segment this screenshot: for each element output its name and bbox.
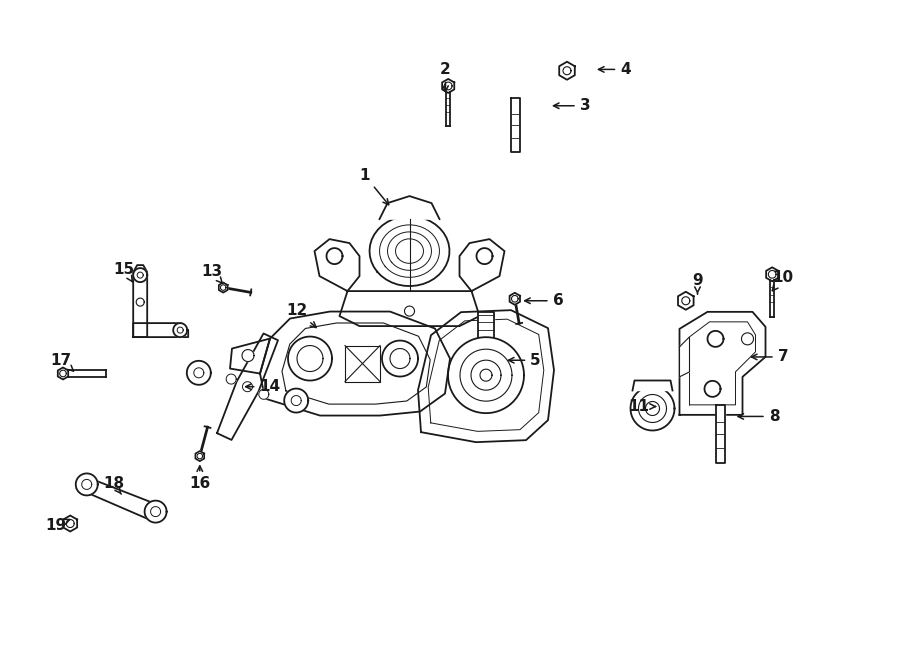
Polygon shape bbox=[133, 265, 148, 337]
Text: 12: 12 bbox=[286, 303, 316, 328]
Polygon shape bbox=[680, 337, 689, 377]
Text: 8: 8 bbox=[738, 409, 779, 424]
Text: 15: 15 bbox=[113, 262, 135, 282]
Polygon shape bbox=[442, 79, 454, 93]
Polygon shape bbox=[76, 473, 98, 495]
Polygon shape bbox=[137, 272, 143, 278]
Text: 17: 17 bbox=[50, 353, 74, 371]
Polygon shape bbox=[63, 516, 77, 531]
Polygon shape bbox=[678, 292, 694, 310]
Polygon shape bbox=[195, 451, 204, 461]
Text: 7: 7 bbox=[752, 350, 788, 364]
Polygon shape bbox=[339, 291, 480, 326]
Polygon shape bbox=[680, 312, 766, 415]
Polygon shape bbox=[705, 381, 721, 397]
Text: 2: 2 bbox=[440, 62, 451, 91]
Polygon shape bbox=[260, 311, 450, 416]
Polygon shape bbox=[219, 282, 228, 293]
Polygon shape bbox=[68, 370, 106, 377]
Polygon shape bbox=[460, 349, 512, 401]
Polygon shape bbox=[448, 337, 524, 413]
Polygon shape bbox=[445, 82, 452, 90]
Polygon shape bbox=[133, 323, 188, 337]
Polygon shape bbox=[382, 340, 418, 377]
Text: 6: 6 bbox=[525, 293, 563, 308]
Polygon shape bbox=[370, 216, 449, 286]
Polygon shape bbox=[511, 98, 520, 152]
Polygon shape bbox=[404, 306, 415, 316]
Polygon shape bbox=[418, 310, 554, 442]
Polygon shape bbox=[145, 500, 166, 523]
Polygon shape bbox=[230, 338, 270, 373]
Polygon shape bbox=[220, 285, 226, 290]
Polygon shape bbox=[67, 520, 74, 527]
Polygon shape bbox=[631, 387, 674, 430]
Polygon shape bbox=[150, 506, 160, 517]
Polygon shape bbox=[194, 368, 203, 378]
Text: 10: 10 bbox=[772, 270, 794, 291]
Polygon shape bbox=[226, 374, 236, 384]
Polygon shape bbox=[390, 348, 410, 369]
Polygon shape bbox=[766, 267, 778, 282]
Polygon shape bbox=[716, 405, 724, 463]
Text: 13: 13 bbox=[201, 264, 222, 284]
Polygon shape bbox=[327, 248, 343, 264]
Polygon shape bbox=[242, 381, 253, 392]
Polygon shape bbox=[297, 346, 323, 371]
Polygon shape bbox=[177, 327, 184, 333]
Polygon shape bbox=[476, 248, 492, 264]
Text: 4: 4 bbox=[598, 62, 631, 77]
Polygon shape bbox=[345, 346, 380, 381]
Polygon shape bbox=[460, 239, 505, 291]
Polygon shape bbox=[133, 268, 148, 282]
Polygon shape bbox=[76, 475, 166, 522]
Polygon shape bbox=[645, 401, 660, 416]
Text: 3: 3 bbox=[554, 98, 590, 113]
Polygon shape bbox=[769, 270, 776, 278]
Text: 9: 9 bbox=[692, 274, 703, 294]
Text: 11: 11 bbox=[628, 399, 655, 414]
Polygon shape bbox=[217, 333, 278, 440]
Polygon shape bbox=[633, 381, 672, 391]
Polygon shape bbox=[197, 453, 202, 459]
Text: 5: 5 bbox=[508, 353, 541, 368]
Polygon shape bbox=[59, 370, 67, 377]
Polygon shape bbox=[82, 479, 92, 489]
Polygon shape bbox=[292, 395, 302, 406]
Polygon shape bbox=[480, 369, 492, 381]
Polygon shape bbox=[446, 91, 450, 126]
Polygon shape bbox=[742, 333, 753, 345]
Polygon shape bbox=[707, 331, 724, 347]
Polygon shape bbox=[259, 389, 269, 399]
Polygon shape bbox=[511, 295, 518, 302]
Text: 1: 1 bbox=[359, 168, 389, 205]
Text: 19: 19 bbox=[45, 518, 70, 533]
Polygon shape bbox=[478, 312, 494, 337]
Text: 18: 18 bbox=[103, 477, 124, 494]
Polygon shape bbox=[284, 389, 308, 412]
Polygon shape bbox=[380, 196, 439, 219]
Polygon shape bbox=[288, 336, 332, 381]
Polygon shape bbox=[314, 239, 359, 291]
Text: 14: 14 bbox=[246, 379, 281, 394]
Polygon shape bbox=[509, 293, 520, 305]
Polygon shape bbox=[682, 297, 689, 305]
Polygon shape bbox=[58, 368, 68, 379]
Polygon shape bbox=[187, 361, 211, 385]
Polygon shape bbox=[242, 350, 254, 362]
Polygon shape bbox=[136, 298, 144, 306]
Text: 16: 16 bbox=[189, 466, 211, 491]
Polygon shape bbox=[770, 280, 774, 317]
Polygon shape bbox=[173, 323, 187, 337]
Polygon shape bbox=[563, 67, 571, 75]
Polygon shape bbox=[638, 395, 667, 422]
Polygon shape bbox=[471, 360, 501, 390]
Polygon shape bbox=[559, 61, 575, 80]
